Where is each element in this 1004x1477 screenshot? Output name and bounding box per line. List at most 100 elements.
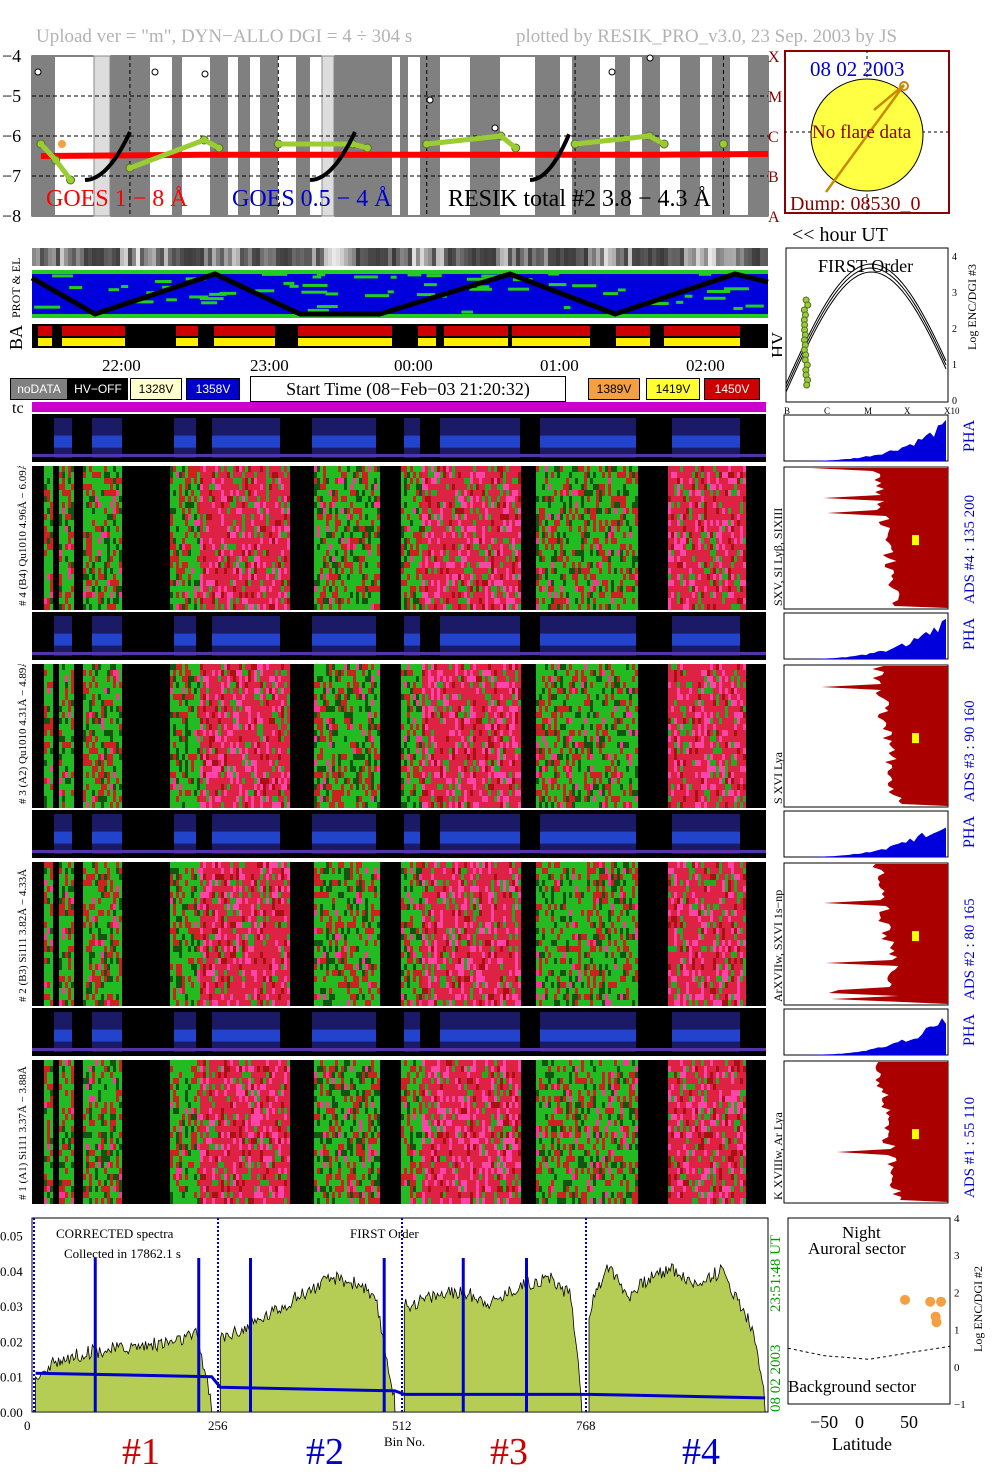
spectrogram-cell bbox=[245, 574, 248, 580]
spectrogram-cell bbox=[191, 604, 194, 610]
spectrogram-cell bbox=[677, 472, 680, 478]
spectrogram-cell bbox=[113, 478, 116, 484]
spectrogram-cell bbox=[191, 550, 194, 556]
spectrogram-cell bbox=[179, 532, 182, 538]
spectrogram-cell bbox=[587, 478, 590, 484]
spectrogram-cell bbox=[542, 538, 545, 544]
spectrogram-cell bbox=[440, 586, 443, 592]
spectrogram-cell bbox=[332, 574, 335, 580]
spectrogram-cell bbox=[590, 550, 593, 556]
prot-el-cell bbox=[268, 248, 272, 266]
spectrogram-cell bbox=[47, 586, 50, 592]
spectrogram-cell bbox=[329, 484, 332, 490]
spectrogram-cell bbox=[728, 496, 731, 502]
prot-el-cell bbox=[560, 248, 564, 266]
spectrogram-cell bbox=[365, 544, 368, 550]
spectrogram-cell bbox=[221, 514, 224, 520]
channel-lines: SXV, SI Lyβ, SIXIII bbox=[771, 508, 785, 606]
spectrogram-cell bbox=[101, 472, 104, 478]
spectrogram-cell bbox=[563, 574, 566, 580]
spectrogram-cell bbox=[731, 526, 734, 532]
spectrogram-cell bbox=[326, 538, 329, 544]
spectrogram-cell bbox=[416, 490, 419, 496]
spectrogram-cell bbox=[341, 484, 344, 490]
spectrogram-cell bbox=[371, 532, 374, 538]
prot-el-cell bbox=[364, 248, 368, 266]
spectrogram-cell bbox=[725, 472, 728, 478]
spectrogram-cell bbox=[551, 514, 554, 520]
spectrogram-cell bbox=[119, 544, 122, 550]
spectrogram-cell bbox=[350, 520, 353, 526]
spectrogram-cell bbox=[620, 550, 623, 556]
spectrogram-cell bbox=[191, 490, 194, 496]
spectrogram-cell bbox=[245, 508, 248, 514]
spectrogram-cell bbox=[713, 538, 716, 544]
spectrogram-cell bbox=[332, 514, 335, 520]
spectrogram-cell bbox=[209, 484, 212, 490]
spectrogram-cell bbox=[683, 568, 686, 574]
spectrogram-cell bbox=[575, 526, 578, 532]
spectrogram-cell bbox=[44, 574, 47, 580]
spectrogram-cell bbox=[680, 496, 683, 502]
spectrogram-cell bbox=[404, 604, 407, 610]
spectrogram-cell bbox=[47, 568, 50, 574]
spectrogram-cell bbox=[194, 544, 197, 550]
spectrogram-cell bbox=[68, 586, 71, 592]
spectrogram-cell bbox=[50, 682, 53, 688]
spectrogram-cell bbox=[407, 472, 410, 478]
spectrogram-cell bbox=[170, 466, 173, 472]
spectrogram-cell bbox=[425, 556, 428, 562]
spectrogram-cell bbox=[329, 586, 332, 592]
spectrogram-cell bbox=[182, 538, 185, 544]
spectrogram-cell bbox=[89, 580, 92, 586]
spectrogram-cell bbox=[536, 472, 539, 478]
spectrogram-cell bbox=[185, 520, 188, 526]
spectrogram-cell bbox=[731, 562, 734, 568]
spectrogram-cell bbox=[455, 484, 458, 490]
spectrogram-cell bbox=[563, 568, 566, 574]
spectrogram-cell bbox=[512, 574, 515, 580]
spectrogram-cell bbox=[227, 532, 230, 538]
spectrogram-cell bbox=[581, 532, 584, 538]
spectrogram-cell bbox=[50, 724, 53, 730]
spectrogram-cell bbox=[716, 586, 719, 592]
spectrogram-cell bbox=[98, 598, 101, 604]
spectrogram-cell bbox=[431, 598, 434, 604]
spectrogram-cell bbox=[44, 784, 47, 790]
spectrogram-cell bbox=[566, 526, 569, 532]
spectrogram-cell bbox=[47, 520, 50, 526]
spectrogram-cell bbox=[176, 550, 179, 556]
spectrogram-cell bbox=[707, 526, 710, 532]
spectrogram-cell bbox=[317, 574, 320, 580]
green-trace bbox=[301, 290, 328, 294]
spectrogram-cell bbox=[710, 574, 713, 580]
spectrogram-cell bbox=[728, 478, 731, 484]
spectrogram-cell bbox=[623, 592, 626, 598]
spectrogram-cell bbox=[635, 526, 638, 532]
spectrogram-cell bbox=[50, 790, 53, 796]
prot-el-cell bbox=[304, 248, 308, 266]
spectrogram-cell bbox=[614, 514, 617, 520]
spectrogram-cell bbox=[428, 580, 431, 586]
spectrogram-cell bbox=[71, 562, 74, 568]
spectrogram-cell bbox=[59, 526, 62, 532]
spectrogram-cell bbox=[359, 478, 362, 484]
spectrogram-cell bbox=[452, 484, 455, 490]
spectrogram-cell bbox=[494, 484, 497, 490]
spectrogram-cell bbox=[470, 514, 473, 520]
spectrogram-cell bbox=[50, 760, 53, 766]
spectrogram-cell bbox=[449, 484, 452, 490]
spectrogram-cell bbox=[599, 586, 602, 592]
green-edge bbox=[32, 314, 768, 318]
spectrogram-cell bbox=[674, 526, 677, 532]
spectrogram-cell bbox=[287, 538, 290, 544]
spectrogram-cell bbox=[233, 472, 236, 478]
spectrogram-cell bbox=[494, 604, 497, 610]
spectrogram-cell bbox=[623, 562, 626, 568]
spectrogram-cell bbox=[344, 568, 347, 574]
spectrogram-cell bbox=[440, 556, 443, 562]
spectrogram-cell bbox=[365, 580, 368, 586]
spectrogram-cell bbox=[104, 568, 107, 574]
green-trace bbox=[461, 310, 473, 314]
spectrogram-cell bbox=[620, 532, 623, 538]
